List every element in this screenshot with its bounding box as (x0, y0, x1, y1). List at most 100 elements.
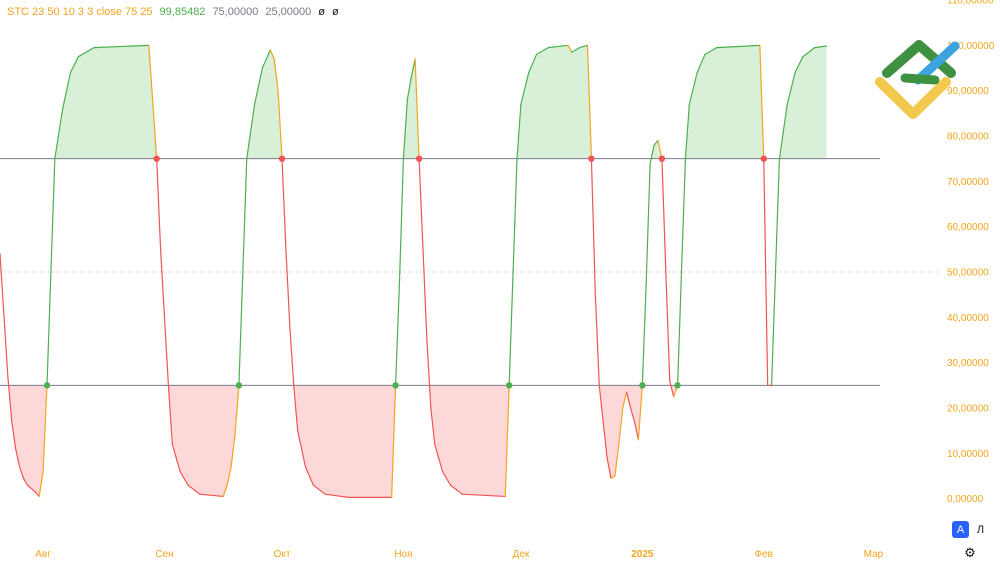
overbought-fill (54, 45, 157, 159)
buy-signal-dot (505, 382, 513, 389)
buy-signal-dot (235, 382, 243, 389)
stc-line-segment (649, 144, 655, 164)
stc-line-segment (645, 162, 651, 282)
stc-line-segment (93, 44, 150, 49)
sell-signal-dot (415, 155, 423, 162)
stc-line-segment (586, 44, 593, 160)
stc-line-segment (391, 384, 397, 498)
x-tick-label: Окт (274, 549, 291, 560)
stc-line-segment (22, 477, 29, 486)
x-tick-label: Сен (155, 549, 173, 560)
stc-line-segment (163, 316, 170, 386)
sell-signal-dot (278, 155, 286, 162)
stc-line-segment (422, 248, 428, 341)
level-lines (0, 158, 940, 386)
stc-series (0, 44, 828, 498)
stc-line-segment (774, 158, 781, 273)
empty-value-1: ø (318, 6, 325, 18)
price-scale[interactable]: 110,00000 100,00000 90,00000 80,00000 70,000… (947, 0, 995, 505)
stc-line-segment (62, 71, 72, 110)
stc-line-segment (304, 466, 314, 486)
overbought-fill (517, 45, 592, 159)
stc-line-segment (520, 71, 530, 105)
oversold-fill (429, 385, 510, 497)
y-tick-label: 60,00000 (947, 222, 989, 233)
stc-line-segment (567, 44, 573, 53)
broker-logo (875, 40, 960, 119)
stc-line-segment (508, 271, 514, 386)
stc-line-segment (504, 384, 510, 498)
sell-signal-dot (153, 155, 160, 162)
stc-line-segment (199, 493, 224, 498)
stc-line-segment (602, 421, 608, 459)
zone-fills (8, 45, 827, 498)
stc-line-segment (269, 49, 275, 60)
time-scale[interactable]: Авг Сен Окт Ноя Дек 2025 Фев Мар (35, 549, 883, 560)
sell-signal-dot (588, 155, 595, 162)
buy-signal-dot (639, 382, 646, 389)
stc-line-segment (324, 493, 350, 498)
buy-signal-dot (392, 382, 399, 389)
stc-line-segment (297, 430, 307, 468)
stc-line-segment (641, 280, 647, 386)
stc-line-segment (77, 47, 95, 58)
stc-line-segment (226, 466, 232, 486)
indicator-value: 99,85482 (159, 6, 206, 18)
y-tick-label: 30,00000 (947, 358, 989, 369)
stc-line-segment (171, 443, 181, 473)
indicator-legend[interactable]: STC 23 50 10 3 3 close 75 25 99,85482 75… (7, 5, 339, 19)
stc-line-segment (614, 443, 620, 477)
stc-line-segment (42, 384, 48, 473)
stc-line-segment (618, 407, 624, 445)
stc-line-segment (688, 71, 698, 105)
oversold-fill (670, 385, 678, 397)
stc-line-segment (794, 56, 804, 74)
overbought-fill (246, 49, 282, 159)
stc-line-segment (637, 384, 643, 441)
stc-line-segment (441, 470, 452, 486)
overbought-fill (651, 140, 662, 159)
stc-line-segment (653, 139, 659, 146)
x-tick-label: Ноя (394, 549, 412, 560)
stc-line-segment (626, 391, 632, 409)
gear-icon[interactable]: ⚙ (964, 545, 976, 560)
stc-line-segment (261, 49, 271, 69)
stc-line-segment (11, 421, 17, 450)
stc-line-segment (606, 457, 612, 479)
stc-line-segment (759, 44, 765, 160)
indicator-name[interactable]: STC 23 50 10 3 3 close 75 25 (7, 6, 153, 18)
y-tick-label: 0,00000 (947, 494, 984, 505)
stc-line-segment (410, 58, 416, 78)
stc-line-segment (661, 158, 667, 273)
logo-icon (875, 40, 960, 119)
stc-line-segment (179, 470, 189, 486)
stc-line-segment (167, 384, 173, 445)
stc-line-segment (394, 280, 401, 386)
y-tick-label: 90,00000 (947, 86, 989, 97)
stc-line-segment (571, 47, 581, 53)
oversold-fill (293, 385, 396, 498)
stc-line-segment (763, 158, 769, 386)
log-scale-button[interactable]: Л (976, 523, 985, 536)
stc-line-segment (406, 76, 412, 101)
x-tick-label: 2025 (631, 549, 654, 560)
auto-scale-button[interactable]: A (952, 521, 969, 538)
buy-signal-dot (674, 382, 681, 389)
stc-line-segment (148, 44, 158, 160)
stc-line-segment (277, 90, 283, 160)
stc-line-segment (289, 325, 295, 386)
stc-line-segment (15, 448, 21, 468)
x-tick-label: Фев (755, 549, 773, 560)
stc-line-segment (46, 271, 52, 386)
stc-line-segment (26, 484, 36, 493)
stc-line-segment (665, 271, 671, 382)
stc-line-segment (230, 434, 236, 468)
stc-line-segment (246, 103, 256, 160)
stc-line-segment (253, 67, 264, 105)
stc-line-segment (802, 47, 816, 58)
stc-line-segment (38, 470, 44, 498)
upper-level-value: 75,00000 (212, 6, 259, 18)
y-tick-label: 10,00000 (947, 449, 989, 460)
stc-line-segment (516, 103, 522, 160)
